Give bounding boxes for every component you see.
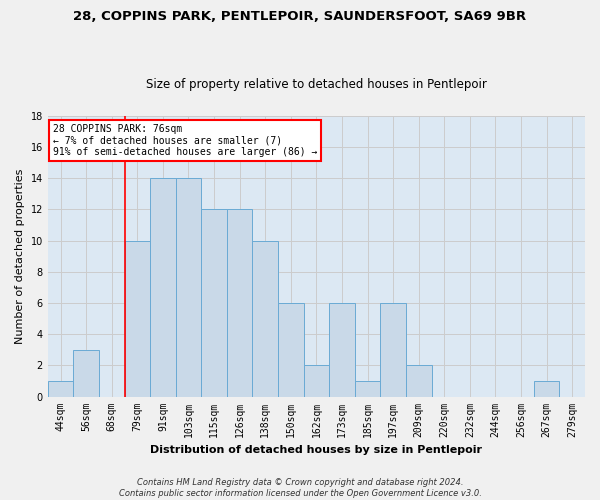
Bar	[278, 303, 304, 396]
Bar	[125, 240, 150, 396]
Bar	[253, 240, 278, 396]
Bar	[380, 303, 406, 396]
Text: Contains HM Land Registry data © Crown copyright and database right 2024.
Contai: Contains HM Land Registry data © Crown c…	[119, 478, 481, 498]
Bar	[355, 381, 380, 396]
Y-axis label: Number of detached properties: Number of detached properties	[15, 168, 25, 344]
Bar	[534, 381, 559, 396]
Bar	[48, 381, 73, 396]
Text: 28, COPPINS PARK, PENTLEPOIR, SAUNDERSFOOT, SA69 9BR: 28, COPPINS PARK, PENTLEPOIR, SAUNDERSFO…	[73, 10, 527, 23]
Bar	[406, 366, 431, 396]
Bar	[201, 210, 227, 396]
X-axis label: Distribution of detached houses by size in Pentlepoir: Distribution of detached houses by size …	[151, 445, 482, 455]
Bar	[176, 178, 201, 396]
Bar	[227, 210, 253, 396]
Bar	[73, 350, 99, 397]
Bar	[329, 303, 355, 396]
Title: Size of property relative to detached houses in Pentlepoir: Size of property relative to detached ho…	[146, 78, 487, 91]
Bar	[304, 366, 329, 396]
Text: 28 COPPINS PARK: 76sqm
← 7% of detached houses are smaller (7)
91% of semi-detac: 28 COPPINS PARK: 76sqm ← 7% of detached …	[53, 124, 317, 158]
Bar	[150, 178, 176, 396]
